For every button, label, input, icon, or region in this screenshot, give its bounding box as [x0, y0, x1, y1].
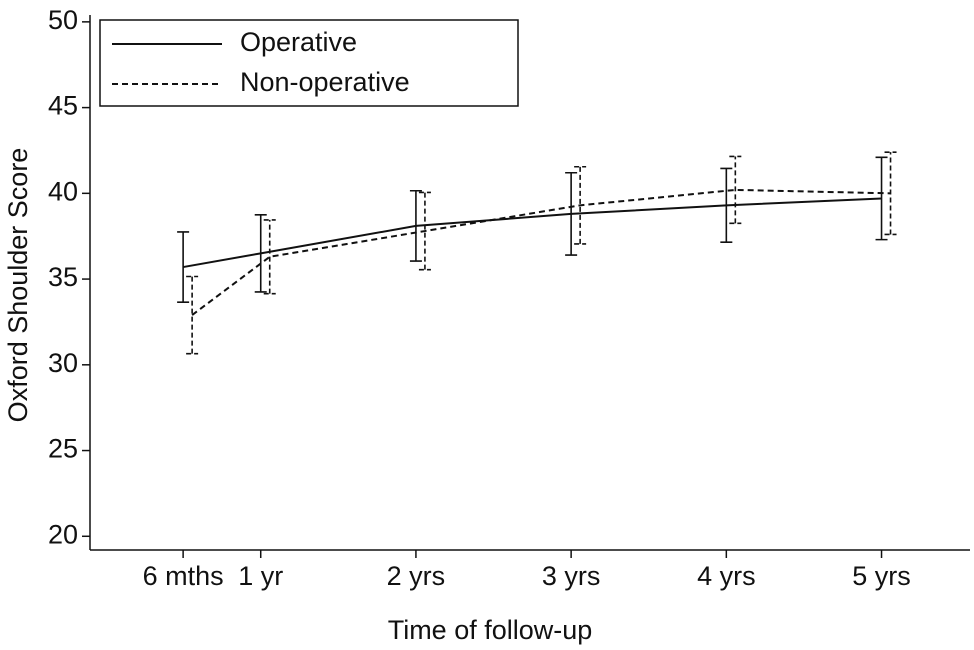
y-axis-label: Oxford Shoulder Score [3, 148, 33, 423]
error-bar [409, 189, 422, 262]
series-line [191, 188, 891, 316]
x-tick-label: 5 yrs [852, 561, 911, 591]
legend-box [99, 19, 519, 107]
x-tick-label: 4 yrs [697, 561, 756, 591]
error-bar [177, 231, 190, 304]
error-bar [186, 275, 199, 355]
y-tick-label: 40 [48, 176, 78, 206]
legend-label: Non-operative [240, 67, 410, 97]
error-bar [254, 213, 267, 293]
error-bar [884, 151, 897, 236]
x-tick-label: 6 mths [143, 561, 224, 591]
error-bar [729, 155, 742, 225]
x-tick-label: 2 yrs [387, 561, 446, 591]
series-line [182, 197, 882, 269]
error-bar [565, 171, 578, 256]
y-tick-label: 25 [48, 434, 78, 464]
y-tick-label: 30 [48, 348, 78, 378]
x-tick-label: 1 yr [238, 561, 283, 591]
y-tick-label: 45 [48, 91, 78, 121]
x-tick-label: 3 yrs [542, 561, 601, 591]
y-tick-label: 35 [48, 262, 78, 292]
y-tick-label: 20 [48, 519, 78, 549]
legend-label: Operative [240, 27, 357, 57]
x-axis-label: Time of follow-up [388, 615, 593, 645]
error-bar [720, 167, 733, 244]
error-bar [418, 191, 431, 271]
error-bar [263, 219, 276, 295]
error-bar [875, 156, 888, 241]
y-tick-label: 50 [48, 5, 78, 35]
error-bar [574, 165, 587, 245]
